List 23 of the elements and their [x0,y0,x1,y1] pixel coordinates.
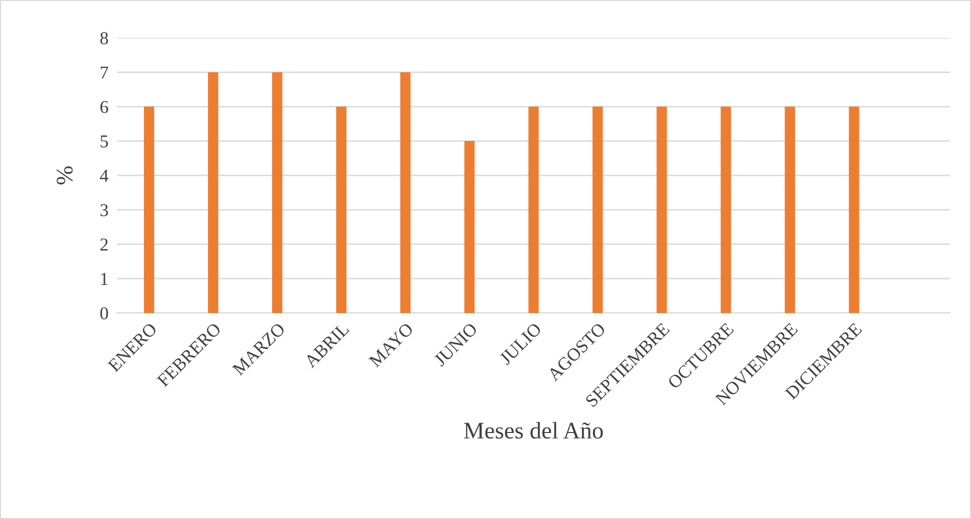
bar [464,141,475,313]
bar [528,106,539,313]
y-axis-title: % [56,166,73,184]
y-tick-label: 3 [100,204,108,216]
bar [400,72,411,313]
bar [272,72,282,313]
y-tick-label: 6 [100,100,108,114]
y-tick-label: 0 [100,307,108,320]
bar [720,106,731,313]
bar [784,106,796,313]
bar [848,106,860,313]
y-tick-label: 4 [100,170,108,182]
y-tick-label: 1 [101,272,108,285]
y-tick-label: 2 [100,238,108,250]
y-tick-label: 7 [100,66,108,79]
bar [336,106,346,313]
y-tick-label: 8 [100,32,108,44]
x-axis-title: Meses del Año [464,422,603,439]
bar [656,106,667,313]
bar [208,72,218,313]
bar [592,106,603,313]
bar [144,106,154,313]
y-tick-label: 5 [100,135,108,148]
